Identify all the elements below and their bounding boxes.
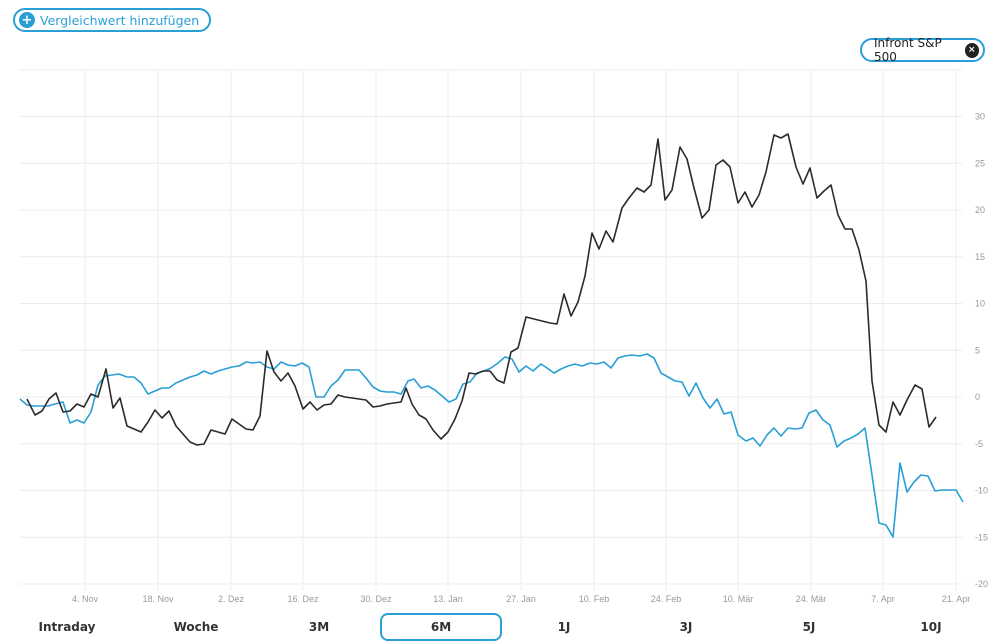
plus-icon: + — [19, 12, 35, 28]
range-button-1j[interactable]: 1J — [557, 620, 571, 634]
x-axis-tick-label: 21. Apr — [942, 594, 971, 604]
y-axis-tick-label: 25 — [975, 158, 985, 168]
x-axis-tick-label: 10. Feb — [579, 594, 610, 604]
line-chart: 30 25 20 15 10 5 0 -5 -10 -15 -20 4. Nov 18. Nov 2. D… — [19, 69, 988, 604]
range-button-intraday[interactable]: Intraday — [38, 620, 96, 634]
x-axis-tick-label: 30. Dez — [360, 594, 392, 604]
y-axis-tick-label: 20 — [975, 205, 985, 215]
range-button-3m[interactable]: 3M — [308, 620, 330, 634]
y-axis-tick-label: 10 — [975, 299, 985, 309]
x-axis-tick-label: 4. Nov — [72, 594, 99, 604]
series-line — [26, 133, 937, 446]
close-icon[interactable]: × — [964, 42, 979, 58]
range-button-woche[interactable]: Woche — [173, 620, 219, 634]
x-axis-tick-label: 7. Apr — [871, 594, 895, 604]
series-line — [19, 353, 964, 538]
y-axis-tick-label: -15 — [975, 532, 988, 542]
range-button-5j[interactable]: 5J — [802, 620, 816, 634]
x-axis-tick-label: 24. Feb — [651, 594, 682, 604]
x-axis-tick-label: 16. Dez — [287, 594, 319, 604]
y-axis-tick-label: 15 — [975, 252, 985, 262]
comparison-chip-sp500: Infront S&P 500 × — [860, 36, 985, 64]
y-axis-tick-label: 0 — [975, 392, 980, 402]
range-button-10j[interactable]: 10J — [920, 620, 942, 634]
y-axis-tick-label: 5 — [975, 345, 980, 355]
x-axis-tick-label: 27. Jan — [506, 594, 536, 604]
add-comparison-label: Vergleichwert hinzufügen — [40, 12, 200, 28]
add-comparison-button[interactable]: + Vergleichwert hinzufügen — [13, 8, 212, 32]
x-axis-tick-label: 2. Dez — [218, 594, 245, 604]
comparison-chip-label: Infront S&P 500 — [874, 36, 942, 64]
x-axis-tick-label: 18. Nov — [142, 594, 174, 604]
range-button-6m[interactable]: 6M — [380, 613, 502, 641]
x-axis-tick-label: 13. Jan — [433, 594, 463, 604]
x-axis-tick-label: 24. Mär — [796, 594, 827, 604]
x-axis-tick-label: 10. Mär — [723, 594, 754, 604]
y-axis-tick-label: -10 — [975, 486, 988, 496]
y-axis-tick-label: -20 — [975, 579, 988, 589]
time-range-selector: Intraday Woche 3M 6M 1J 3J 5J 10J — [0, 612, 1000, 642]
y-axis-tick-label: 30 — [975, 112, 985, 122]
range-button-3j[interactable]: 3J — [679, 620, 693, 634]
y-axis-tick-label: -5 — [975, 439, 983, 449]
